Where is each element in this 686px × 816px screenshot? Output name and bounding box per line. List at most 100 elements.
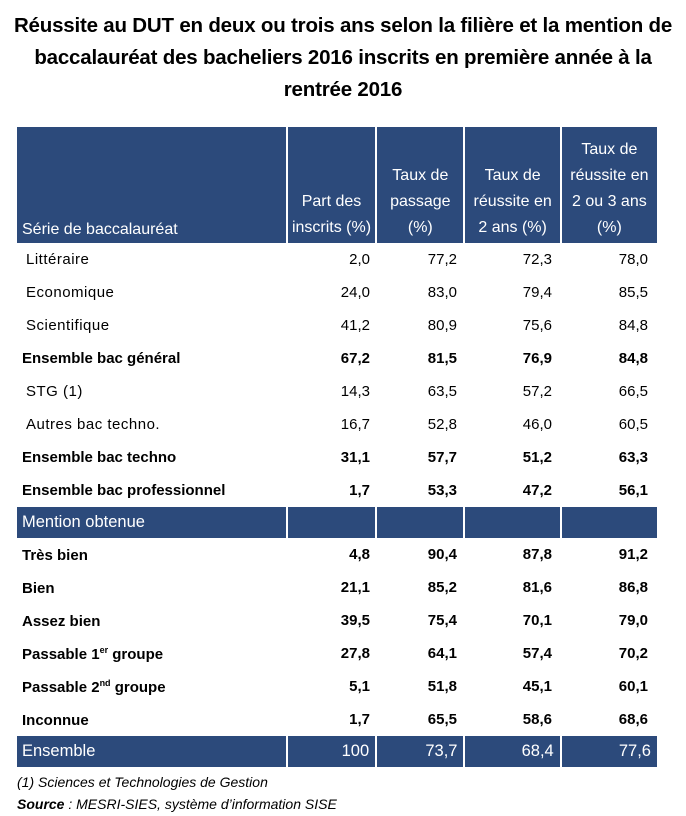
row-label: Passable 1er groupe xyxy=(17,645,288,663)
cell-value: 57,7 xyxy=(427,449,457,466)
row-label-sup: nd xyxy=(99,677,111,688)
table-row: Ensemble bac professionnel 1,7 53,3 47,2 56,… xyxy=(17,474,657,507)
cell-value: 72,3 xyxy=(522,251,552,268)
cell-value: 67,2 xyxy=(340,350,370,367)
table-title: Réussite au DUT en deux ou trois ans sel… xyxy=(13,14,673,101)
header-reussite-2-3ans: Taux de réussite en 2 ou 3 ans (%) xyxy=(561,127,657,243)
header-reussite-2ans: Taux de réussite en 2 ans (%) xyxy=(465,127,560,243)
row-label-suffix: groupe xyxy=(110,678,166,696)
cell-value: 56,1 xyxy=(618,482,648,499)
cell-value: 31,1 xyxy=(340,449,370,466)
cell-value: 85,2 xyxy=(427,579,457,596)
cell-value: 47,2 xyxy=(522,482,552,499)
cell-value: 45,1 xyxy=(522,678,552,695)
source-label: Source xyxy=(17,796,65,812)
cell-value: 81,6 xyxy=(522,579,552,596)
total-value: 68,4 xyxy=(465,736,560,767)
cell-value: 16,7 xyxy=(340,416,370,433)
row-label-text: Ensemble bac techno xyxy=(22,449,177,466)
cell-value: 46,0 xyxy=(522,416,552,433)
cell-value: 91,2 xyxy=(618,546,648,563)
mention-header-label: Mention obtenue xyxy=(17,507,286,538)
cell-value: 1,7 xyxy=(349,482,370,499)
row-label: Ensemble bac techno xyxy=(17,449,288,466)
source-line: Source : MESRI-SIES, système d’informati… xyxy=(17,793,337,815)
cell-value: 52,8 xyxy=(427,416,457,433)
cell-value: 85,5 xyxy=(618,284,648,301)
row-label-text: Ensemble bac professionnel xyxy=(22,482,226,499)
row-label: Economique xyxy=(17,284,288,301)
table-row: Inconnue 1,7 65,5 58,6 68,6 xyxy=(17,703,657,736)
source-text: : MESRI-SIES, système d’information SISE xyxy=(64,796,337,812)
cell-value: 58,6 xyxy=(522,711,552,728)
total-label: Ensemble xyxy=(17,736,286,767)
row-label-suffix: groupe xyxy=(108,645,164,663)
row-label: Ensemble bac professionnel xyxy=(17,482,288,499)
row-label: Autres bac techno. xyxy=(17,416,288,433)
header-taux-passage: Taux de passage (%) xyxy=(377,127,464,243)
cell-value: 70,2 xyxy=(618,645,648,662)
row-label: Littéraire xyxy=(17,251,288,268)
footnote: (1) Sciences et Technologies de Gestion xyxy=(17,774,268,790)
cell-value: 51,8 xyxy=(427,678,457,695)
row-label: Bien xyxy=(17,579,288,597)
row-label-text: Passable 2 xyxy=(22,678,100,696)
row-label-sup: er xyxy=(99,644,109,655)
table-row: Passable 1er groupe 27,8 64,1 57,4 70,2 xyxy=(17,637,657,670)
table-row: Ensemble bac général 67,2 81,5 76,9 84,8 xyxy=(17,342,657,375)
row-label-text: STG (1) xyxy=(26,383,83,400)
band-cell xyxy=(287,507,376,538)
cell-value: 79,0 xyxy=(618,612,648,629)
footnotes: (1) Sciences et Technologies de Gestion … xyxy=(17,771,337,815)
header-part-inscrits: Part des inscrits (%) xyxy=(287,127,376,243)
table-row: Très bien 4,8 90,4 87,8 91,2 xyxy=(17,538,657,571)
cell-value: 51,2 xyxy=(522,449,552,466)
cell-value: 81,5 xyxy=(427,350,457,367)
table-row: Littéraire 2,0 77,2 72,3 78,0 xyxy=(17,243,657,276)
table-row: Bien 21,1 85,2 81,6 86,8 xyxy=(17,571,657,604)
cell-value: 87,8 xyxy=(522,546,552,563)
cell-value: 57,4 xyxy=(522,645,552,662)
row-label: Très bien xyxy=(17,546,288,564)
cell-value: 65,5 xyxy=(427,711,457,728)
cell-value: 68,6 xyxy=(618,711,648,728)
cell-value: 75,4 xyxy=(427,612,457,629)
band-cell xyxy=(377,507,464,538)
row-label-text: Passable 1 xyxy=(22,645,100,663)
cell-value: 60,5 xyxy=(618,416,648,433)
table-header: Série de baccalauréat Part des inscrits … xyxy=(17,127,657,243)
total-value: 100 xyxy=(287,736,376,767)
row-label-text: Littéraire xyxy=(26,251,90,268)
cell-value: 14,3 xyxy=(340,383,370,400)
cell-value: 57,2 xyxy=(522,383,552,400)
row-label: Ensemble bac général xyxy=(17,350,288,367)
cell-value: 5,1 xyxy=(349,678,370,695)
row-label-text: Assez bien xyxy=(22,612,101,630)
cell-value: 83,0 xyxy=(427,284,457,301)
row-label-text: Autres bac techno. xyxy=(26,416,161,433)
cell-value: 21,1 xyxy=(340,579,370,596)
row-label-text: Scientifique xyxy=(26,317,110,334)
cell-value: 60,1 xyxy=(618,678,648,695)
cell-value: 4,8 xyxy=(349,546,370,563)
table-row: Ensemble bac techno 31,1 57,7 51,2 63,3 xyxy=(17,441,657,474)
row-label-text: Inconnue xyxy=(22,711,89,729)
table-row: Assez bien 39,5 75,4 70,1 79,0 xyxy=(17,604,657,637)
cell-value: 53,3 xyxy=(427,482,457,499)
total-value: 77,6 xyxy=(561,736,657,767)
results-table: Série de baccalauréat Part des inscrits … xyxy=(17,127,657,767)
cell-value: 2,0 xyxy=(349,251,370,268)
cell-value: 24,0 xyxy=(340,284,370,301)
table-row: Scientifique 41,2 80,9 75,6 84,8 xyxy=(17,309,657,342)
cell-value: 90,4 xyxy=(427,546,457,563)
row-label: Passable 2nd groupe xyxy=(17,678,288,696)
band-cell xyxy=(561,507,657,538)
row-label: Assez bien xyxy=(17,612,288,630)
table-row: Autres bac techno. 16,7 52,8 46,0 60,5 xyxy=(17,408,657,441)
cell-value: 27,8 xyxy=(340,645,370,662)
row-label-text: Ensemble bac général xyxy=(22,350,181,367)
table-row: Economique 24,0 83,0 79,4 85,5 xyxy=(17,276,657,309)
cell-value: 1,7 xyxy=(349,711,370,728)
cell-value: 63,5 xyxy=(427,383,457,400)
row-label: STG (1) xyxy=(17,383,288,400)
